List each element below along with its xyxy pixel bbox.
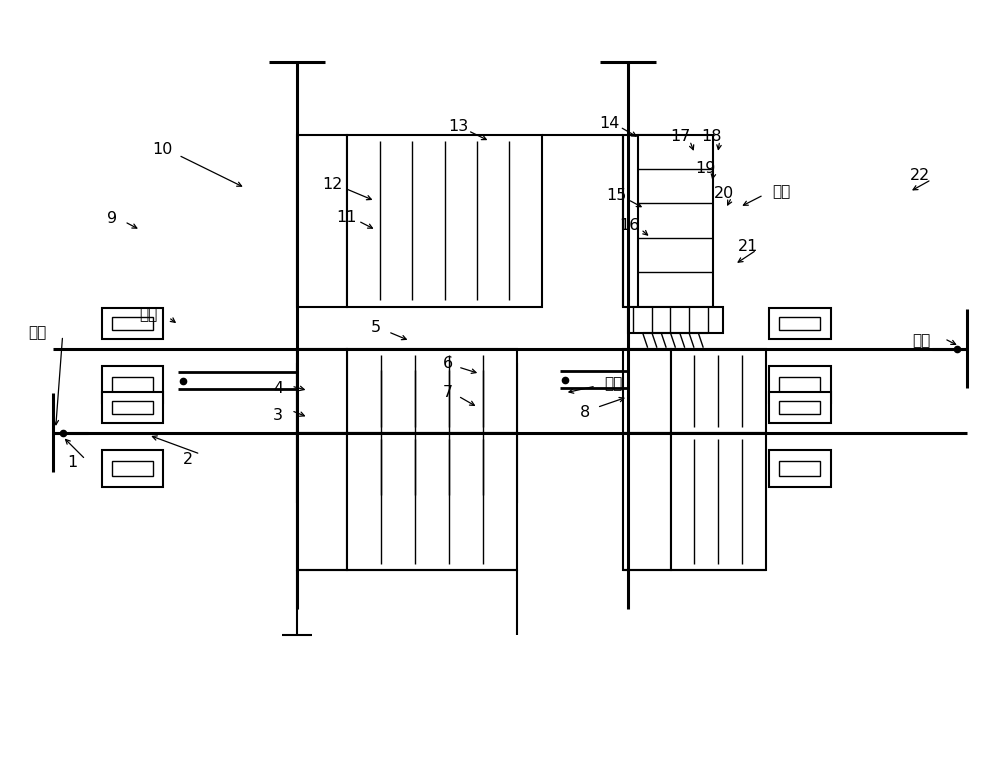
Text: 9: 9 bbox=[107, 211, 118, 226]
Text: 12: 12 bbox=[322, 177, 342, 192]
Bar bbox=[769, 308, 831, 339]
Bar bbox=[102, 308, 163, 339]
Bar bbox=[623, 433, 671, 571]
Bar bbox=[102, 450, 163, 487]
Text: 快挡: 快挡 bbox=[139, 306, 158, 322]
Text: 5: 5 bbox=[371, 320, 381, 336]
Bar bbox=[347, 433, 517, 571]
Bar bbox=[297, 349, 347, 433]
Bar bbox=[638, 135, 713, 306]
Text: 8: 8 bbox=[580, 404, 590, 420]
Text: 7: 7 bbox=[443, 385, 453, 401]
Bar bbox=[297, 364, 347, 502]
Text: 18: 18 bbox=[701, 129, 722, 144]
Bar bbox=[769, 392, 831, 423]
Bar bbox=[623, 349, 671, 433]
Text: 17: 17 bbox=[671, 129, 691, 144]
Bar bbox=[347, 135, 542, 306]
Bar bbox=[779, 461, 820, 476]
Bar bbox=[671, 349, 766, 433]
Text: 13: 13 bbox=[448, 119, 468, 134]
Bar bbox=[112, 461, 153, 476]
Bar bbox=[779, 377, 820, 392]
Text: 16: 16 bbox=[620, 218, 640, 233]
Bar bbox=[102, 366, 163, 403]
Bar bbox=[769, 366, 831, 403]
Bar bbox=[102, 392, 163, 423]
Bar bbox=[112, 317, 153, 330]
Text: 输出: 输出 bbox=[912, 332, 931, 348]
Text: 10: 10 bbox=[152, 142, 173, 157]
Bar bbox=[769, 450, 831, 487]
Text: 6: 6 bbox=[443, 355, 453, 371]
Text: 11: 11 bbox=[336, 210, 356, 224]
Bar bbox=[112, 377, 153, 392]
Text: 14: 14 bbox=[600, 116, 620, 130]
Bar bbox=[347, 364, 517, 502]
Bar bbox=[623, 135, 671, 306]
Text: 22: 22 bbox=[910, 169, 931, 183]
Text: 15: 15 bbox=[607, 188, 627, 203]
Bar bbox=[779, 401, 820, 414]
Bar bbox=[112, 401, 153, 414]
Text: 输入: 输入 bbox=[29, 325, 47, 340]
Text: 1: 1 bbox=[67, 455, 78, 470]
Text: 20: 20 bbox=[714, 186, 734, 201]
Text: 4: 4 bbox=[273, 381, 283, 396]
Text: 19: 19 bbox=[696, 162, 716, 176]
Text: 慢挡: 慢挡 bbox=[605, 376, 623, 391]
Text: 制动: 制动 bbox=[772, 185, 791, 199]
Bar bbox=[671, 433, 766, 571]
Bar bbox=[347, 349, 517, 433]
Text: 21: 21 bbox=[737, 240, 758, 254]
Bar bbox=[779, 317, 820, 330]
Bar bbox=[297, 135, 347, 306]
Text: 2: 2 bbox=[183, 452, 193, 467]
Bar bbox=[297, 433, 347, 571]
Bar bbox=[628, 306, 723, 333]
Text: 3: 3 bbox=[273, 408, 283, 424]
